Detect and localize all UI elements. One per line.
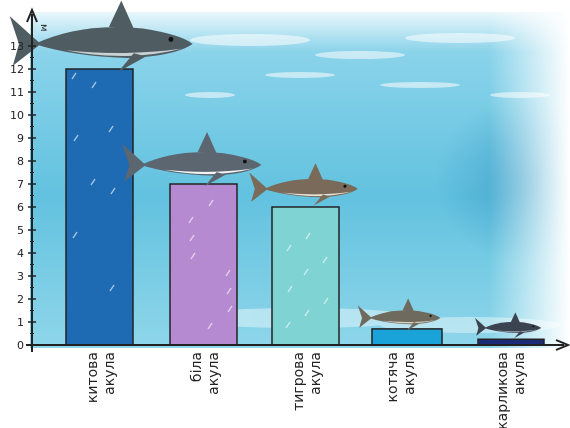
x-category-line2: акула bbox=[308, 352, 324, 395]
bar-3 bbox=[371, 328, 443, 346]
bar-0-sparkle bbox=[110, 187, 116, 195]
bar-1-sparkle bbox=[227, 305, 233, 313]
bar-2-sparkle bbox=[303, 268, 309, 276]
bar-1-sparkle bbox=[226, 287, 232, 295]
labels-layer: китова акула біла акула тигрова акула котяча ак… bbox=[85, 352, 528, 428]
bar-1-sparkle bbox=[188, 216, 194, 224]
y-tick-label: 4 bbox=[17, 247, 24, 260]
x-category-label-0: китова акула bbox=[85, 352, 118, 403]
y-axis-arrow bbox=[26, 7, 38, 23]
bar-1-sparkle bbox=[207, 322, 213, 330]
tiger-shark-icon bbox=[249, 163, 358, 206]
bar-0-sparkle bbox=[91, 81, 97, 89]
x-axis-arrow bbox=[555, 339, 570, 351]
bar-2-sparkle bbox=[323, 297, 329, 305]
bar-0-sparkle bbox=[71, 72, 77, 80]
bar-2-sparkle bbox=[304, 309, 310, 317]
whale-shark-icon bbox=[9, 0, 193, 72]
x-category-label-4: карликова акула bbox=[495, 352, 528, 428]
x-category-line1: карликова bbox=[495, 352, 511, 428]
sharks-layer bbox=[9, 0, 542, 339]
dwarf-shark-icon bbox=[475, 312, 542, 339]
bar-1-sparkle bbox=[208, 199, 214, 207]
x-category-label-1: біла акула bbox=[189, 352, 222, 395]
y-tick-label: 6 bbox=[17, 201, 24, 214]
cat-shark-icon bbox=[357, 298, 441, 331]
x-category-label-2: тигрова акула bbox=[291, 352, 324, 411]
y-tick-label: 9 bbox=[17, 132, 24, 145]
bar-2-sparkle bbox=[285, 321, 291, 329]
y-tick-label: 2 bbox=[17, 293, 24, 306]
bar-2-sparkle bbox=[287, 285, 293, 293]
bars-layer bbox=[65, 68, 545, 346]
bar-1-sparkle bbox=[225, 269, 231, 277]
x-category-line2: акула bbox=[206, 352, 222, 395]
x-category-line2: акула bbox=[402, 352, 418, 395]
y-tick-label: 5 bbox=[17, 224, 24, 237]
x-category-line1: китова bbox=[85, 352, 101, 403]
y-tick-label: 3 bbox=[17, 270, 24, 283]
bar-2 bbox=[271, 206, 340, 346]
bar-0-sparkle bbox=[73, 134, 79, 142]
bar-0-sparkle bbox=[109, 284, 115, 292]
bar-1-sparkle bbox=[189, 234, 195, 242]
y-tick-label: 11 bbox=[10, 86, 24, 99]
bar-1-sparkle bbox=[190, 252, 196, 260]
y-tick-label: 0 bbox=[17, 339, 24, 352]
bar-2-sparkle bbox=[322, 256, 328, 264]
bar-0 bbox=[65, 68, 134, 346]
x-category-label-3: котяча акула bbox=[385, 352, 418, 402]
bar-2-sparkle bbox=[286, 244, 292, 252]
bar-0-sparkle bbox=[72, 231, 78, 239]
x-category-line1: тигрова bbox=[291, 352, 307, 411]
x-category-line1: котяча bbox=[385, 352, 401, 402]
x-category-line1: біла bbox=[189, 352, 205, 382]
y-tick-label: 10 bbox=[10, 109, 24, 122]
x-category-line2: акула bbox=[102, 352, 118, 395]
bar-0-sparkle bbox=[108, 125, 114, 133]
bar-2-sparkle bbox=[305, 232, 311, 240]
y-tick-label: 7 bbox=[17, 178, 24, 191]
x-category-line2: акула bbox=[512, 352, 528, 395]
y-tick-label: 1 bbox=[17, 316, 24, 329]
y-axis-unit-label: м bbox=[38, 24, 49, 32]
bar-0-sparkle bbox=[90, 178, 96, 186]
y-tick-label: 13 bbox=[10, 40, 24, 53]
y-tick-label: 12 bbox=[10, 63, 24, 76]
y-tick-label: 8 bbox=[17, 155, 24, 168]
white-shark-icon bbox=[122, 131, 262, 187]
bar-1 bbox=[169, 183, 238, 346]
